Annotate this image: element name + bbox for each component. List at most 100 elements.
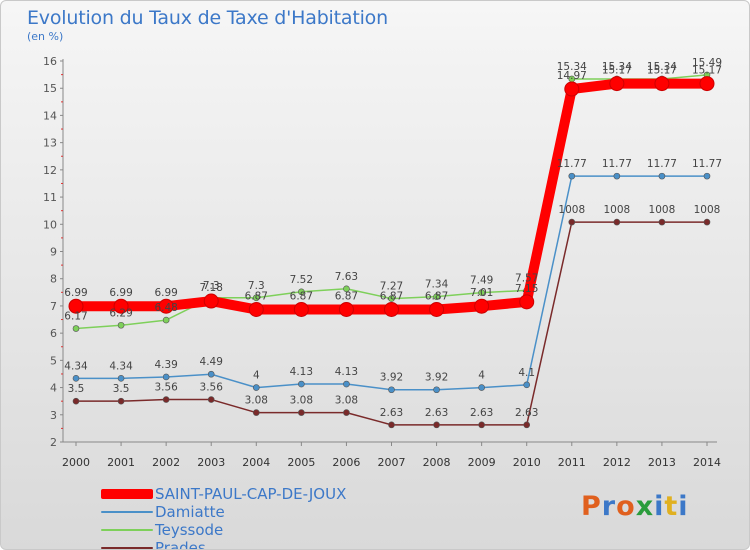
data-point	[162, 316, 170, 324]
data-label: 7.3	[248, 280, 265, 292]
data-label: 4.34	[64, 360, 88, 372]
y-tick-label: 7	[50, 300, 57, 313]
y-tick-label: 2	[50, 436, 57, 449]
data-label: 4.49	[200, 356, 223, 368]
x-tick-label: 2002	[152, 456, 180, 469]
legend-label-saint-paul: SAINT-PAUL-CAP-DE-JOUX	[155, 485, 347, 503]
data-point	[343, 409, 350, 416]
x-tick-label: 2001	[107, 456, 135, 469]
data-point	[568, 218, 576, 226]
data-point	[384, 301, 399, 317]
data-label: 7.01	[470, 287, 493, 299]
data-point	[203, 293, 219, 309]
data-label: 6.99	[154, 287, 177, 299]
y-tick-label: 13	[43, 137, 57, 150]
data-label: 3.08	[290, 395, 313, 407]
y-tick-label: 6	[50, 327, 57, 340]
data-label: 11.77	[692, 158, 722, 170]
series-line-3	[75, 221, 708, 426]
data-label: 6.29	[109, 307, 132, 319]
data-point	[293, 301, 309, 317]
data-point	[72, 375, 80, 382]
data-label: 6.87	[335, 290, 358, 302]
logo-letter: t	[664, 491, 679, 522]
logo-letter: r	[601, 491, 617, 522]
data-label: 11.77	[647, 158, 677, 170]
line-chart: 2 3 4 5 6 7 8 9 10 11 12 13 14 15 16 2000 2001 2002 2003 20…	[43, 55, 722, 469]
y-tick-label: 8	[50, 273, 57, 286]
x-tick-label: 2003	[197, 456, 225, 469]
legend-swatch-saint-paul	[101, 489, 153, 499]
data-label: 6.48	[154, 302, 177, 314]
data-label: 15.17	[647, 65, 677, 77]
chart-subtitle: (en %)	[27, 30, 64, 43]
y-tick-label: 10	[43, 218, 57, 231]
data-point	[298, 380, 305, 388]
y-tick-label: 3	[50, 409, 57, 422]
data-point	[207, 396, 215, 403]
data-point	[388, 386, 395, 394]
data-label: 7.18	[200, 282, 223, 294]
data-point	[298, 288, 305, 296]
data-point	[474, 298, 490, 314]
data-label: 7.34	[425, 279, 449, 291]
data-point	[343, 380, 350, 388]
data-label: 3.5	[68, 383, 85, 395]
legend-label-teyssode: Teyssode	[155, 521, 224, 539]
data-label: 3.08	[335, 395, 358, 407]
y-tick-label: 4	[50, 382, 57, 395]
data-label: 1008	[603, 204, 630, 216]
data-label: 2.63	[515, 407, 538, 419]
data-point	[433, 421, 440, 429]
data-point	[162, 396, 170, 403]
data-point	[162, 373, 170, 381]
y-tick-label: 9	[50, 246, 57, 259]
legend-swatch-damiatte	[101, 511, 153, 513]
data-point	[117, 375, 125, 382]
data-point	[564, 81, 580, 97]
data-point	[72, 397, 80, 405]
data-point	[613, 172, 621, 180]
data-label: 6.87	[380, 290, 403, 302]
data-point	[523, 421, 531, 429]
data-label: 11.77	[557, 158, 587, 170]
data-point	[613, 218, 621, 226]
x-tick-label: 2009	[468, 456, 496, 469]
data-point	[568, 172, 576, 180]
legend-swatch-prades	[101, 547, 153, 549]
data-label: 2.63	[425, 407, 448, 419]
data-point	[429, 301, 445, 317]
data-label: 1008	[649, 204, 676, 216]
data-label: 6.99	[109, 287, 132, 299]
data-label: 1008	[694, 204, 721, 216]
y-tick-label: 14	[43, 109, 57, 122]
logo-letter: i	[654, 491, 665, 522]
logo-letter: o	[616, 491, 636, 522]
data-label: 15.34	[602, 61, 632, 73]
data-point	[699, 76, 715, 92]
legend-swatch-teyssode	[101, 529, 153, 531]
logo-letter: P	[581, 491, 602, 522]
data-point	[117, 321, 125, 329]
data-label: 2.63	[470, 407, 493, 419]
data-label: 3.92	[425, 372, 448, 384]
data-point	[523, 381, 531, 389]
data-point	[658, 218, 666, 226]
x-tick-label: 2000	[62, 456, 90, 469]
data-label: 4.34	[109, 360, 133, 372]
data-point	[519, 294, 535, 310]
data-label: 6.17	[64, 311, 87, 323]
logo-letter: x	[635, 491, 655, 522]
data-point	[117, 397, 125, 405]
data-point	[158, 298, 174, 314]
data-label: 7.63	[335, 271, 358, 283]
y-tick-label: 15	[43, 82, 57, 95]
legend-label-prades: Prades	[155, 539, 206, 550]
data-point	[113, 298, 129, 314]
data-label: 7.27	[380, 281, 403, 293]
data-label: 11.77	[602, 158, 632, 170]
data-label: 1008	[558, 204, 585, 216]
data-label: 7.52	[290, 274, 313, 286]
data-label: 6.87	[245, 290, 268, 302]
